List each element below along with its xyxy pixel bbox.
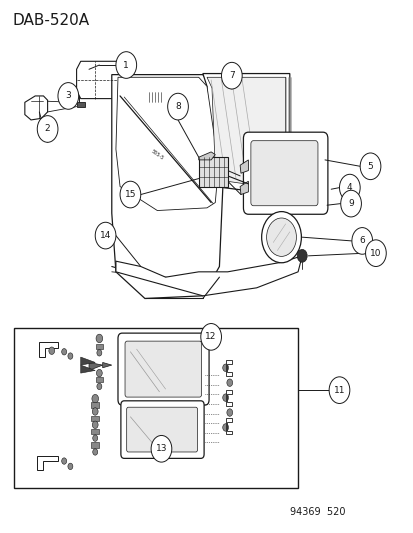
Circle shape xyxy=(266,218,296,256)
Circle shape xyxy=(365,240,385,266)
Text: 6: 6 xyxy=(358,237,364,245)
Polygon shape xyxy=(198,157,227,187)
Circle shape xyxy=(97,350,102,356)
Text: 10: 10 xyxy=(369,249,381,257)
Circle shape xyxy=(95,222,116,249)
Circle shape xyxy=(68,463,73,470)
Circle shape xyxy=(97,383,102,390)
FancyBboxPatch shape xyxy=(126,407,197,452)
Text: 7: 7 xyxy=(228,71,234,80)
Circle shape xyxy=(116,52,136,78)
Text: 15: 15 xyxy=(124,190,136,199)
FancyBboxPatch shape xyxy=(121,401,204,458)
Text: 2: 2 xyxy=(45,125,50,133)
Circle shape xyxy=(297,249,306,262)
Polygon shape xyxy=(81,365,95,373)
Polygon shape xyxy=(225,390,231,406)
Circle shape xyxy=(120,181,140,208)
Circle shape xyxy=(93,449,97,455)
Text: 11: 11 xyxy=(333,386,344,394)
Circle shape xyxy=(167,93,188,120)
Polygon shape xyxy=(202,74,289,192)
Polygon shape xyxy=(225,360,231,376)
Circle shape xyxy=(96,334,102,343)
Polygon shape xyxy=(198,152,215,160)
Circle shape xyxy=(222,394,228,401)
Polygon shape xyxy=(76,61,126,99)
Polygon shape xyxy=(116,256,301,296)
Bar xyxy=(91,416,99,421)
Circle shape xyxy=(92,408,98,415)
Circle shape xyxy=(96,369,102,377)
Polygon shape xyxy=(37,456,58,470)
FancyBboxPatch shape xyxy=(243,132,327,214)
Bar xyxy=(91,442,99,448)
Polygon shape xyxy=(25,96,47,120)
Bar xyxy=(91,429,99,434)
Circle shape xyxy=(37,116,58,142)
Bar xyxy=(95,377,103,382)
Bar xyxy=(14,328,297,488)
Text: 8: 8 xyxy=(175,102,180,111)
Text: 3: 3 xyxy=(65,92,71,100)
Text: 94369  520: 94369 520 xyxy=(289,507,344,517)
Circle shape xyxy=(222,424,228,431)
Bar xyxy=(91,402,99,408)
FancyBboxPatch shape xyxy=(125,341,201,397)
Circle shape xyxy=(226,379,232,386)
Text: 1: 1 xyxy=(123,61,129,69)
Circle shape xyxy=(221,62,242,89)
Polygon shape xyxy=(76,102,85,107)
Text: 13: 13 xyxy=(155,445,167,453)
FancyBboxPatch shape xyxy=(250,141,317,206)
Circle shape xyxy=(359,153,380,180)
Text: 4: 4 xyxy=(346,183,352,192)
Circle shape xyxy=(62,349,66,355)
Circle shape xyxy=(151,435,171,462)
Polygon shape xyxy=(225,418,231,434)
Circle shape xyxy=(351,228,372,254)
Text: 9: 9 xyxy=(347,199,353,208)
Bar xyxy=(95,344,103,349)
Polygon shape xyxy=(81,357,95,365)
Polygon shape xyxy=(240,181,248,195)
Text: 14: 14 xyxy=(100,231,111,240)
Polygon shape xyxy=(89,362,102,370)
Polygon shape xyxy=(116,77,218,211)
Polygon shape xyxy=(102,362,112,368)
Circle shape xyxy=(340,190,361,217)
Text: 555-5: 555-5 xyxy=(150,148,164,161)
Text: 5: 5 xyxy=(367,162,373,171)
Circle shape xyxy=(92,421,98,429)
Circle shape xyxy=(226,409,232,416)
Polygon shape xyxy=(39,342,58,357)
Circle shape xyxy=(93,435,97,441)
Polygon shape xyxy=(240,160,248,173)
Polygon shape xyxy=(147,92,163,102)
Circle shape xyxy=(92,394,98,403)
Circle shape xyxy=(222,364,228,372)
Circle shape xyxy=(58,83,78,109)
Circle shape xyxy=(200,324,221,350)
Circle shape xyxy=(49,347,55,354)
Circle shape xyxy=(328,377,349,403)
Circle shape xyxy=(261,212,301,263)
Circle shape xyxy=(339,174,359,201)
FancyBboxPatch shape xyxy=(118,333,209,405)
Polygon shape xyxy=(112,75,223,298)
Circle shape xyxy=(62,458,66,464)
Circle shape xyxy=(68,353,73,359)
Text: 12: 12 xyxy=(205,333,216,341)
Polygon shape xyxy=(206,77,285,185)
Text: DAB-520A: DAB-520A xyxy=(12,13,89,28)
